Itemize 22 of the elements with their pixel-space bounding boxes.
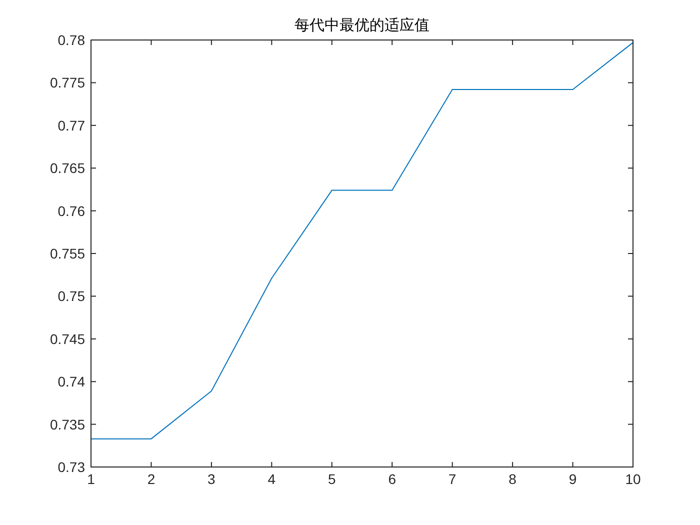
x-tick-label: 4 [268, 471, 276, 487]
y-tick-label: 0.755 [50, 246, 86, 262]
x-tick-label: 8 [508, 471, 517, 487]
x-tick-label: 7 [448, 471, 456, 487]
x-tick-label: 9 [568, 471, 577, 487]
y-tick-label: 0.75 [58, 288, 86, 304]
y-tick-label: 0.74 [58, 374, 86, 390]
x-tick-label: 5 [328, 471, 336, 487]
y-tick-label: 0.765 [50, 160, 86, 176]
y-tick-label: 0.735 [50, 416, 86, 432]
chart-title: 每代中最优的适应值 [294, 16, 430, 34]
y-tick-label: 0.77 [58, 117, 86, 134]
x-tick-label: 1 [87, 471, 96, 487]
x-tick-label: 3 [208, 471, 216, 487]
y-tick-label: 0.76 [58, 202, 86, 219]
y-tick-label: 0.78 [58, 32, 86, 48]
x-tick-label: 10 [625, 471, 641, 487]
x-tick-label: 6 [388, 471, 396, 487]
y-tick-label: 0.73 [58, 459, 86, 475]
x-tick-label: 2 [147, 471, 156, 487]
y-tick-label: 0.775 [50, 74, 86, 91]
y-tick-label: 0.745 [50, 330, 86, 347]
